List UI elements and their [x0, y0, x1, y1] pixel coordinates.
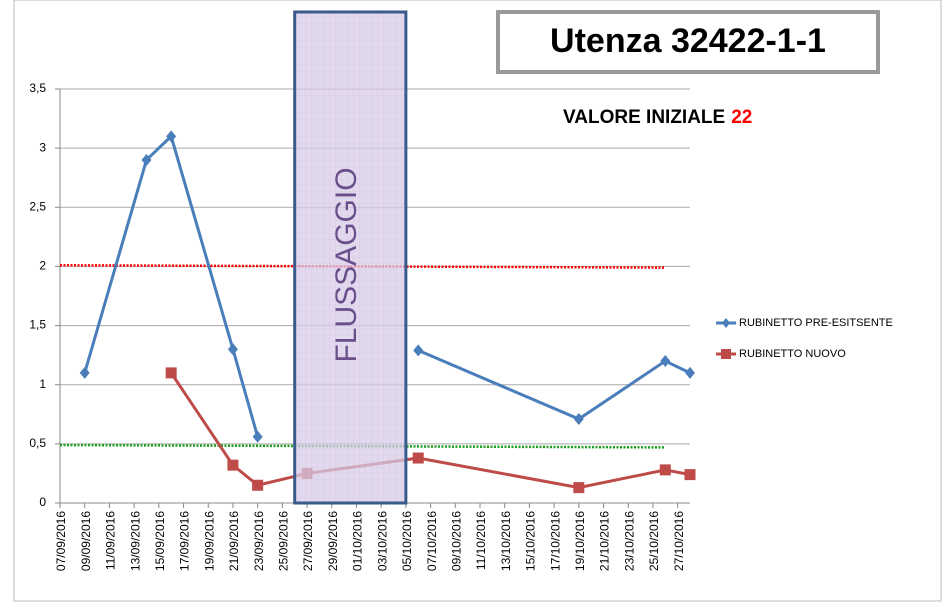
x-tick-label: 01/10/2016	[351, 511, 365, 571]
x-tick-label: 17/09/2016	[178, 511, 192, 571]
point	[659, 464, 671, 476]
x-tick-label: 09/10/2016	[449, 511, 463, 571]
annotation-value: 22	[731, 107, 752, 128]
legend-marker	[721, 349, 731, 359]
point	[684, 469, 696, 481]
y-tick-label: 0,5	[29, 436, 46, 450]
point	[685, 366, 695, 379]
x-tick-label: 11/09/2016	[104, 511, 118, 570]
x-tick-label: 23/09/2016	[252, 511, 266, 571]
point	[573, 413, 584, 426]
point	[413, 344, 424, 357]
y-tick-label: 3	[39, 140, 46, 154]
y-tick-label: 3,5	[29, 81, 46, 95]
point	[573, 482, 585, 494]
point	[227, 459, 239, 471]
y-tick-label: 1	[39, 377, 46, 391]
x-tick-label: 15/09/2016	[153, 511, 167, 571]
legend-label: RUBINETTO NUOVO	[739, 348, 846, 360]
x-tick-label: 23/10/2016	[622, 511, 636, 571]
annotation-text: VALORE INIZIALE	[563, 107, 725, 128]
point	[141, 153, 152, 166]
y-tick-label: 2	[39, 259, 46, 273]
point	[165, 367, 177, 379]
x-tick-label: 21/10/2016	[598, 511, 612, 571]
x-tick-label: 13/09/2016	[128, 511, 142, 571]
title-box	[496, 10, 880, 74]
x-tick-label: 27/09/2016	[301, 511, 315, 571]
point	[79, 366, 90, 379]
legend-label: RUBINETTO PRE-ESITSENTE	[739, 317, 893, 329]
x-tick-label: 25/10/2016	[647, 511, 661, 571]
point	[412, 452, 424, 464]
plot-area: 0 0,5 1 1,5 2 2,5 3 3,5 07/09/2016 09/09/2016 11/0…	[29, 10, 696, 571]
annotation: VALORE INIZIALE 22	[563, 107, 752, 128]
x-tick-label: 05/10/2016	[400, 511, 414, 571]
x-tick-label: 03/10/2016	[375, 511, 389, 571]
point	[252, 430, 263, 443]
series-line	[169, 372, 691, 490]
x-tick-label: 19/09/2016	[202, 511, 216, 571]
x-tick-label: 19/10/2016	[573, 511, 587, 571]
x-tick-label: 11/10/2016	[474, 511, 488, 570]
y-tick-label: 0	[39, 495, 46, 509]
y-tick-label: 2,5	[29, 199, 46, 213]
band-label: FLUSSAGGIO	[330, 167, 363, 362]
x-tick-label: 21/09/2016	[227, 511, 241, 571]
y-tick-label: 1,5	[29, 318, 46, 332]
point	[227, 343, 238, 356]
x-tick-label: 15/10/2016	[524, 511, 538, 571]
legend-marker	[722, 318, 730, 328]
x-tick-label: 13/10/2016	[499, 511, 513, 571]
x-tick-label: 27/10/2016	[672, 511, 686, 571]
point	[660, 355, 671, 368]
x-tick-label: 17/10/2016	[548, 511, 562, 571]
point	[252, 479, 264, 491]
x-tick-label: 07/09/2016	[54, 511, 68, 571]
x-tick-label: 09/09/2016	[79, 511, 93, 571]
x-tick-label: 07/10/2016	[425, 511, 439, 571]
chart-title: Utenza 32422-1-1	[550, 22, 826, 60]
point	[166, 130, 177, 143]
frame	[13, 0, 942, 602]
x-tick-label: 29/09/2016	[326, 511, 340, 571]
band	[293, 10, 408, 505]
x-tick-label: 25/09/2016	[277, 511, 291, 571]
